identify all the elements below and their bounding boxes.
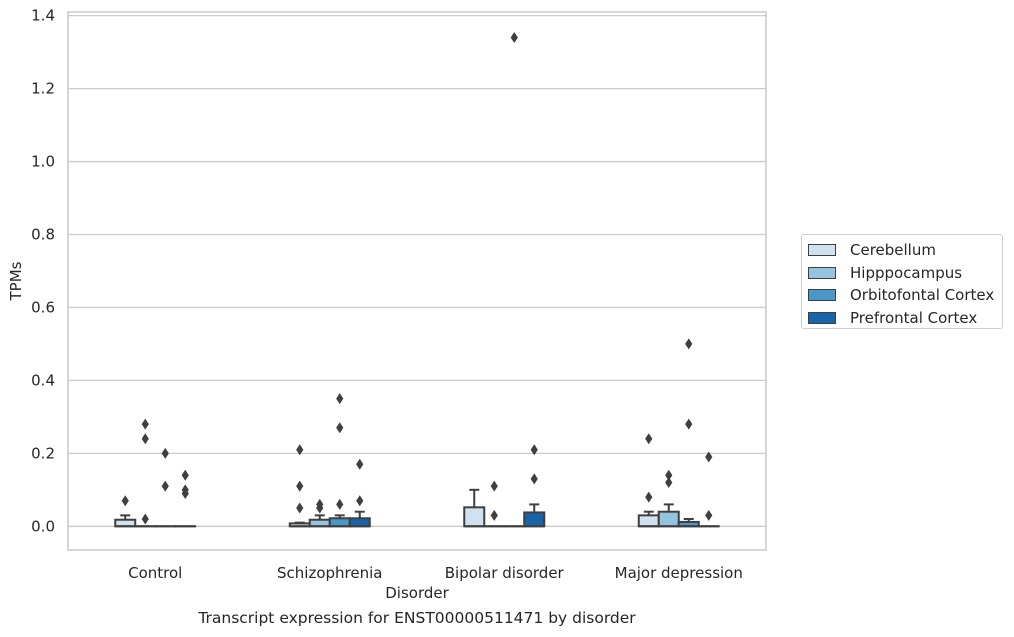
box-body-7 bbox=[348, 517, 371, 528]
x-tick-labels: Control Schizophrenia Bipolar disorder Majo… bbox=[128, 564, 743, 582]
outlier-7-1 bbox=[356, 458, 364, 470]
outlier-9-0 bbox=[490, 509, 498, 521]
outlier-11-0 bbox=[530, 473, 538, 485]
legend-label-cerebellum: Cerebellum bbox=[850, 241, 936, 260]
legend-swatch-orbitofrontal-cortex bbox=[808, 289, 836, 302]
x-tick-label-1: Schizophrenia bbox=[277, 564, 382, 582]
outlier-3-2 bbox=[181, 469, 189, 481]
box-body-8 bbox=[463, 506, 486, 528]
box-12 bbox=[637, 510, 660, 528]
y-tick-label-7: 1.4 bbox=[31, 7, 55, 25]
outlier-0-0 bbox=[121, 495, 129, 507]
outlier-13-0 bbox=[665, 477, 673, 489]
outlier-14-0 bbox=[685, 418, 693, 430]
box-0 bbox=[114, 514, 137, 528]
y-tick-label-3: 0.6 bbox=[31, 298, 55, 316]
outlier-15-1 bbox=[705, 451, 713, 463]
legend-swatch-cerebellum bbox=[808, 244, 836, 257]
outlier-2-1 bbox=[161, 447, 169, 459]
outlier-4-1 bbox=[296, 480, 304, 492]
legend-label-prefrontal-cortex: Prefrontal Cortex bbox=[850, 308, 978, 327]
box-14 bbox=[677, 517, 700, 528]
box-13 bbox=[657, 503, 680, 528]
outlier-4-0 bbox=[296, 502, 304, 514]
box-body-13 bbox=[657, 510, 680, 528]
legend-item-hippocampus: Hipppocampus bbox=[808, 262, 1002, 285]
outlier-9-1 bbox=[490, 480, 498, 492]
box-body-12 bbox=[637, 514, 660, 528]
outlier-1-1 bbox=[141, 433, 149, 445]
outlier-1-0 bbox=[141, 513, 149, 525]
outlier-15-0 bbox=[705, 509, 713, 521]
box-6 bbox=[328, 514, 351, 528]
box-layer bbox=[114, 488, 720, 528]
outlier-10-0 bbox=[510, 32, 518, 44]
x-tick-label-3: Major depression bbox=[615, 564, 743, 582]
legend-item-cerebellum: Cerebellum bbox=[808, 239, 1002, 262]
legend-swatch-prefrontal-cortex bbox=[808, 311, 836, 324]
legend: Cerebellum Hipppocampus Orbitofontal Cor… bbox=[801, 234, 1003, 329]
legend-item-prefrontal-cortex: Prefrontal Cortex bbox=[808, 307, 1002, 330]
outlier-3-1 bbox=[181, 484, 189, 496]
outlier-6-0 bbox=[336, 498, 344, 510]
y-tick-label-5: 1.0 bbox=[31, 153, 55, 171]
y-tick-label-4: 0.8 bbox=[31, 225, 55, 243]
y-axis-label: TPMs bbox=[7, 261, 25, 301]
outlier-13-1 bbox=[665, 469, 673, 481]
box-8 bbox=[463, 488, 486, 528]
box-7 bbox=[348, 510, 371, 528]
box-body-11 bbox=[523, 511, 546, 528]
y-tick-labels: 0.0 0.2 0.4 0.6 0.8 1.0 1.2 1.4 bbox=[31, 7, 55, 536]
legend-swatch-hippocampus bbox=[808, 266, 836, 279]
y-tick-label-6: 1.2 bbox=[31, 80, 55, 98]
outlier-5-1 bbox=[316, 498, 324, 510]
outlier-1-2 bbox=[141, 418, 149, 430]
x-tick-label-0: Control bbox=[128, 564, 182, 582]
box-11 bbox=[523, 503, 546, 528]
outlier-7-0 bbox=[356, 495, 364, 507]
outlier-12-0 bbox=[645, 491, 653, 503]
box-5 bbox=[308, 514, 331, 528]
box-body-6 bbox=[328, 517, 351, 528]
y-tick-label-2: 0.4 bbox=[31, 371, 55, 389]
x-axis-label: Disorder bbox=[385, 584, 449, 602]
legend-item-orbitofrontal-cortex: Orbitofontal Cortex bbox=[808, 284, 1002, 307]
outlier-6-2 bbox=[336, 393, 344, 405]
chart-caption: Transcript expression for ENST0000051147… bbox=[198, 609, 636, 627]
legend-label-orbitofrontal-cortex: Orbitofontal Cortex bbox=[850, 286, 995, 305]
y-tick-label-1: 0.2 bbox=[31, 444, 55, 462]
outlier-12-1 bbox=[645, 433, 653, 445]
box-4 bbox=[288, 521, 311, 528]
outlier-14-1 bbox=[685, 338, 693, 350]
plot-frame bbox=[67, 11, 767, 551]
outlier-2-0 bbox=[161, 480, 169, 492]
y-tick-label-0: 0.0 bbox=[31, 517, 55, 535]
outlier-6-1 bbox=[336, 422, 344, 434]
outlier-layer bbox=[121, 32, 713, 525]
grid-layer bbox=[68, 14, 766, 527]
outlier-11-1 bbox=[530, 444, 538, 456]
x-tick-label-2: Bipolar disorder bbox=[445, 564, 565, 582]
outlier-4-2 bbox=[296, 444, 304, 456]
legend-label-hippocampus: Hipppocampus bbox=[850, 263, 963, 282]
